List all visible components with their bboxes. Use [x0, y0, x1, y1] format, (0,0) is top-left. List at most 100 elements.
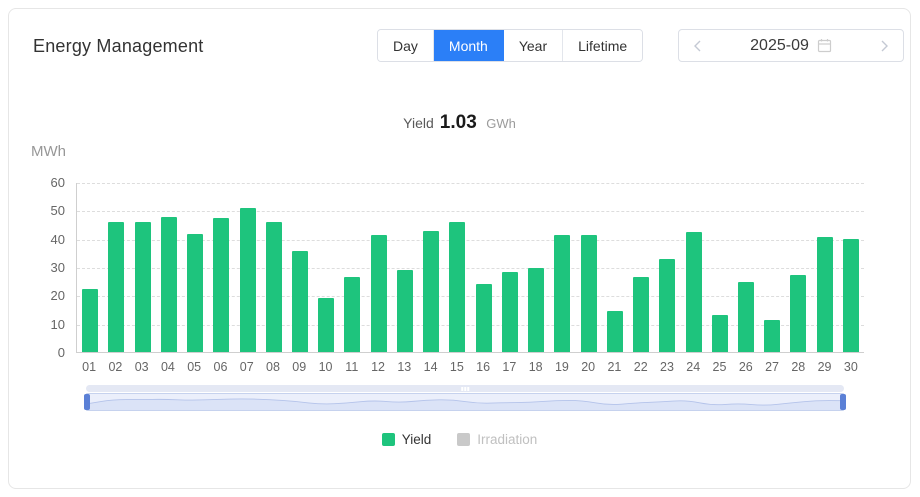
- date-display[interactable]: 2025-09: [717, 37, 865, 55]
- bar-slot: [785, 183, 811, 352]
- bar-slot: [838, 183, 864, 352]
- bar-day-19[interactable]: [554, 235, 571, 352]
- bar-day-12[interactable]: [370, 235, 387, 352]
- x-axis-tick: 22: [633, 360, 648, 374]
- x-axis-tick: 26: [738, 360, 753, 374]
- gridline: [77, 211, 864, 213]
- x-axis-tick: 23: [660, 360, 674, 374]
- bar-day-03[interactable]: [134, 222, 151, 352]
- tab-year[interactable]: Year: [503, 30, 564, 61]
- y-axis: 0 10 20 30 40 50 60: [37, 175, 71, 360]
- bar-day-26[interactable]: [737, 281, 754, 352]
- bar-day-10[interactable]: [318, 298, 335, 352]
- bar-day-21[interactable]: [606, 311, 623, 352]
- bar-day-02[interactable]: [108, 222, 125, 352]
- x-axis-tick: 14: [423, 360, 438, 374]
- x-axis-tick: 20: [581, 360, 596, 374]
- chevron-right-icon: [881, 40, 888, 51]
- y-axis-tick: 60: [50, 175, 65, 190]
- legend-item-yield[interactable]: Yield: [381, 432, 432, 447]
- bar-day-01[interactable]: [82, 288, 99, 352]
- bar-day-05[interactable]: [187, 233, 204, 352]
- bar-day-04[interactable]: [160, 216, 177, 352]
- bar-slot: [759, 183, 785, 352]
- bar-slot: [339, 183, 365, 352]
- bar-day-20[interactable]: [580, 235, 597, 352]
- tab-lifetime[interactable]: Lifetime: [563, 30, 643, 61]
- bar-day-22[interactable]: [633, 277, 650, 352]
- tab-day[interactable]: Day: [378, 30, 434, 61]
- bar-day-11[interactable]: [344, 277, 361, 352]
- scrollbar-preview[interactable]: [84, 393, 846, 411]
- x-axis-tick: 28: [791, 360, 806, 374]
- x-axis-tick: 07: [239, 360, 254, 374]
- yield-bar-chart: [76, 183, 864, 353]
- x-axis-tick: 19: [554, 360, 569, 374]
- bar-slot: [575, 183, 601, 352]
- scrollbar-left-handle[interactable]: [84, 394, 90, 410]
- scrollbar-grip-icon[interactable]: [461, 386, 469, 391]
- legend-item-irradiation[interactable]: Irradiation: [457, 432, 537, 447]
- bar-day-13[interactable]: [396, 270, 413, 352]
- bar-slot: [156, 183, 182, 352]
- chevron-left-icon: [694, 40, 701, 51]
- y-axis-tick: 30: [50, 260, 65, 275]
- bar-slot: [366, 183, 392, 352]
- bar-day-14[interactable]: [423, 230, 440, 352]
- x-axis-tick: 30: [843, 360, 858, 374]
- bar-day-30[interactable]: [842, 239, 859, 352]
- bar-day-24[interactable]: [685, 232, 702, 352]
- x-axis-tick: 05: [187, 360, 202, 374]
- bar-day-25[interactable]: [711, 315, 728, 352]
- bar-day-07[interactable]: [239, 208, 256, 352]
- bar-slot: [313, 183, 339, 352]
- tab-month[interactable]: Month: [433, 30, 504, 61]
- bar-day-23[interactable]: [659, 259, 676, 352]
- chart-scrollbar[interactable]: [84, 385, 846, 411]
- bar-day-17[interactable]: [501, 271, 518, 352]
- gridline: [77, 268, 864, 269]
- period-tab-group: Day Month Year Lifetime: [377, 29, 644, 62]
- bar-day-18[interactable]: [528, 267, 545, 352]
- x-axis-tick: 29: [817, 360, 832, 374]
- x-axis-tick: 27: [765, 360, 779, 374]
- scrollbar-right-handle[interactable]: [840, 394, 846, 410]
- gridline: [77, 239, 864, 241]
- x-axis-tick: 15: [449, 360, 464, 374]
- bar-day-29[interactable]: [816, 236, 833, 352]
- bar-day-28[interactable]: [790, 274, 807, 352]
- legend-label: Yield: [401, 432, 432, 447]
- bar-slot: [471, 183, 497, 352]
- bar-day-15[interactable]: [449, 222, 466, 352]
- next-period-button[interactable]: [865, 30, 903, 61]
- bar-slot: [654, 183, 680, 352]
- y-axis-tick: 0: [57, 345, 65, 360]
- y-axis-tick: 40: [50, 231, 65, 247]
- bar-day-08[interactable]: [265, 222, 282, 352]
- gridline: [77, 296, 864, 298]
- date-value: 2025-09: [750, 36, 809, 54]
- bar-slot: [182, 183, 208, 352]
- data-preview-wave: [87, 398, 843, 410]
- y-axis-tick: 20: [50, 288, 65, 304]
- y-axis-tick: 10: [50, 316, 65, 332]
- bar-day-27[interactable]: [764, 319, 781, 352]
- prev-period-button[interactable]: [679, 30, 717, 61]
- bar-slot: [208, 183, 234, 352]
- bar-slot: [261, 183, 287, 352]
- x-axis-tick: 04: [160, 360, 175, 374]
- bar-day-06[interactable]: [213, 218, 230, 352]
- bar-slot: [733, 183, 759, 352]
- bar-day-09[interactable]: [291, 250, 308, 352]
- bar-slot: [129, 183, 155, 352]
- date-navigator: 2025-09: [678, 29, 904, 62]
- x-axis-tick: 21: [607, 360, 622, 374]
- scrollbar-track[interactable]: [86, 385, 844, 392]
- bar-slot: [444, 183, 470, 352]
- gridline: [77, 324, 864, 326]
- bar-day-16[interactable]: [475, 284, 492, 352]
- y-axis-unit-label: MWh: [31, 143, 66, 160]
- bar-slot: [523, 183, 549, 352]
- x-axis: 01 02 03 04 05 06 07 08 09 10 11 12 13 14 15 16 17 18 19 20…: [76, 360, 864, 374]
- bar-slot: [77, 183, 103, 352]
